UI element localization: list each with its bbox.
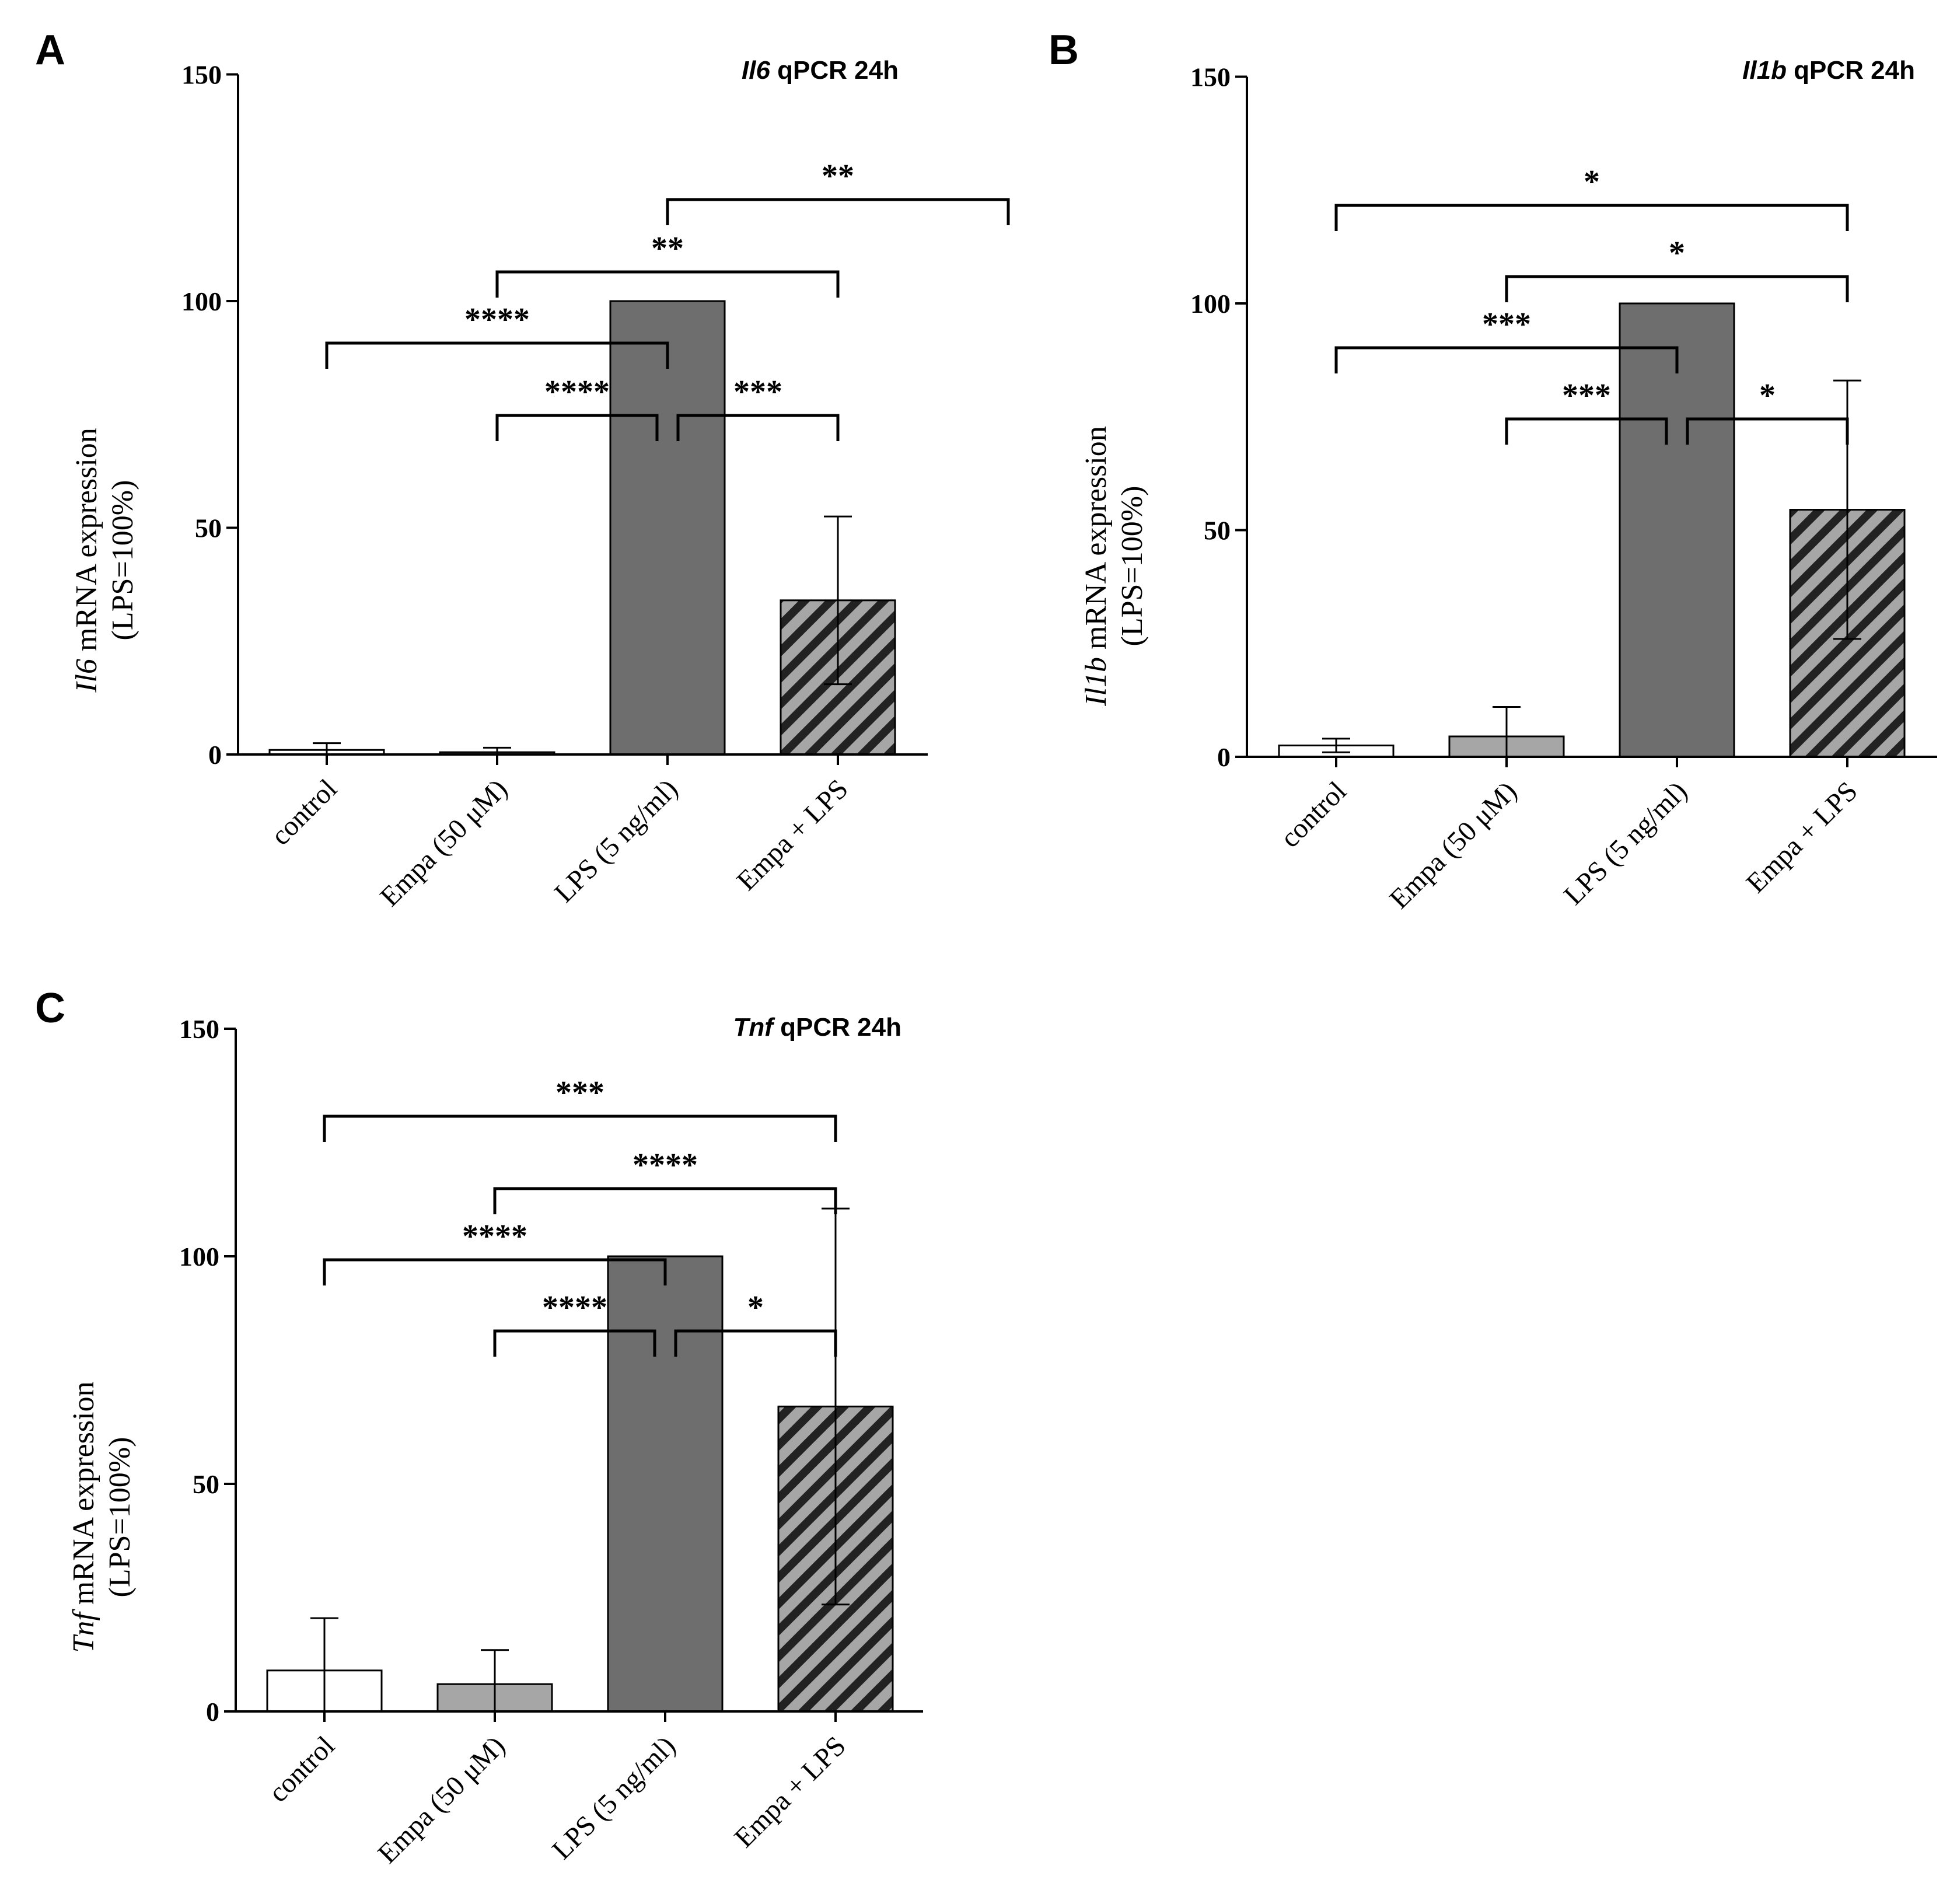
y-axis-label-rest: mRNA expression [67, 1381, 100, 1612]
title-rest: qPCR 24h [773, 1013, 901, 1042]
x-tick-label-3: Empa + LPS [731, 773, 854, 896]
y-tick-label-2: 100 [181, 287, 222, 316]
y-tick-label-2: 100 [179, 1242, 219, 1271]
chart-title: Il6 qPCR 24h [742, 56, 899, 85]
x-tick-label-1: Empa (50 μM) [372, 1730, 511, 1870]
sig-label-4: * [1759, 378, 1776, 414]
y-tick-label-3: 150 [1190, 62, 1231, 92]
y-tick-label-1: 50 [195, 513, 222, 543]
sig-label-4: *** [733, 374, 782, 410]
y-axis-label: Tnf mRNA expression [67, 1381, 100, 1653]
x-tick-label-1: Empa (50 μM) [374, 773, 513, 913]
x-tick-label-1: Empa (50 μM) [1383, 775, 1523, 915]
x-tick-label-2: LPS (5 ng/ml) [1558, 775, 1693, 911]
sig-bracket-1 [1505, 275, 1849, 302]
sig-bracket-2 [325, 341, 669, 369]
y-axis-label: Il1b mRNA expression [1079, 426, 1113, 707]
sig-label-0: * [1584, 164, 1600, 200]
y-tick-label-1: 50 [193, 1469, 219, 1499]
title-rest: qPCR 24h [1787, 56, 1915, 85]
title-gene: Tnf [733, 1013, 776, 1042]
y-axis-label-gene: Il1b [1079, 657, 1113, 707]
sig-bracket-4 [676, 414, 840, 441]
sig-label-3: **** [544, 374, 610, 410]
y-tick-label-0: 0 [206, 1697, 219, 1727]
y-axis-label-gene: Il6 [70, 659, 103, 693]
bar-2 [1619, 302, 1735, 758]
sig-bracket-3 [493, 1329, 656, 1357]
y-tick-label-3: 150 [179, 1014, 219, 1044]
sig-bracket-1 [493, 1187, 837, 1214]
y-axis-label-rest: mRNA expression [1079, 426, 1113, 657]
chart-title: Tnf qPCR 24h [733, 1013, 901, 1042]
panel-letter: C [35, 985, 65, 1032]
sig-bracket-0 [323, 1115, 837, 1142]
x-tick-label-0: control [263, 1730, 341, 1808]
y-tick-label-1: 50 [1204, 516, 1231, 546]
y-axis-label: Il6 mRNA expression [70, 428, 103, 693]
y-axis-label-gene: Tnf [67, 1609, 100, 1653]
sig-bracket-2 [1334, 346, 1679, 373]
panel-letter: B [1049, 27, 1079, 74]
sig-bracket-1 [495, 270, 840, 298]
x-tick-label-3: Empa + LPS [1741, 775, 1864, 899]
sig-bracket-0 [1334, 204, 1849, 231]
sig-bracket-2 [323, 1258, 667, 1285]
x-tick-label-0: control [265, 773, 343, 851]
y-tick-label-0: 0 [1217, 742, 1231, 772]
panel-letter: A [35, 27, 65, 74]
sig-bracket-4 [1686, 417, 1849, 445]
x-tick-label-0: control [1274, 775, 1353, 854]
sig-label-1: * [1669, 235, 1685, 271]
sig-label-3: *** [1562, 378, 1611, 414]
sig-label-0: ** [822, 158, 854, 194]
x-tick-label-2: LPS (5 ng/ml) [546, 1730, 682, 1865]
sig-label-1: **** [632, 1147, 698, 1183]
y-axis-label-line2: (LPS=100%) [106, 480, 139, 641]
sig-bracket-3 [1505, 417, 1668, 445]
sig-label-4: * [747, 1290, 764, 1326]
y-tick-label-3: 150 [181, 60, 222, 90]
y-axis-label-rest: mRNA expression [70, 428, 103, 659]
y-tick-label-2: 100 [1190, 289, 1231, 319]
title-gene: Il6 [742, 56, 770, 85]
chart-title: Il1b qPCR 24h [1742, 56, 1915, 85]
y-tick-label-0: 0 [208, 740, 222, 770]
title-gene: Il1b [1742, 56, 1787, 85]
sig-bracket-3 [495, 414, 659, 441]
sig-bracket-4 [674, 1329, 837, 1357]
x-tick-label-2: LPS (5 ng/ml) [548, 773, 684, 909]
sig-label-0: *** [555, 1075, 604, 1111]
sig-label-2: *** [1482, 306, 1531, 343]
sig-label-2: **** [462, 1218, 527, 1255]
bar-2 [607, 1255, 724, 1713]
sig-label-1: ** [651, 230, 684, 267]
x-tick-label-3: Empa + LPS [729, 1730, 852, 1853]
bar-2 [609, 300, 726, 756]
y-axis-label-line2: (LPS=100%) [103, 1437, 137, 1598]
sig-label-3: **** [542, 1290, 607, 1326]
title-rest: qPCR 24h [770, 56, 899, 85]
sig-label-2: **** [464, 302, 530, 338]
y-axis-label-line2: (LPS=100%) [1116, 486, 1149, 647]
sig-bracket-0 [666, 198, 1010, 225]
